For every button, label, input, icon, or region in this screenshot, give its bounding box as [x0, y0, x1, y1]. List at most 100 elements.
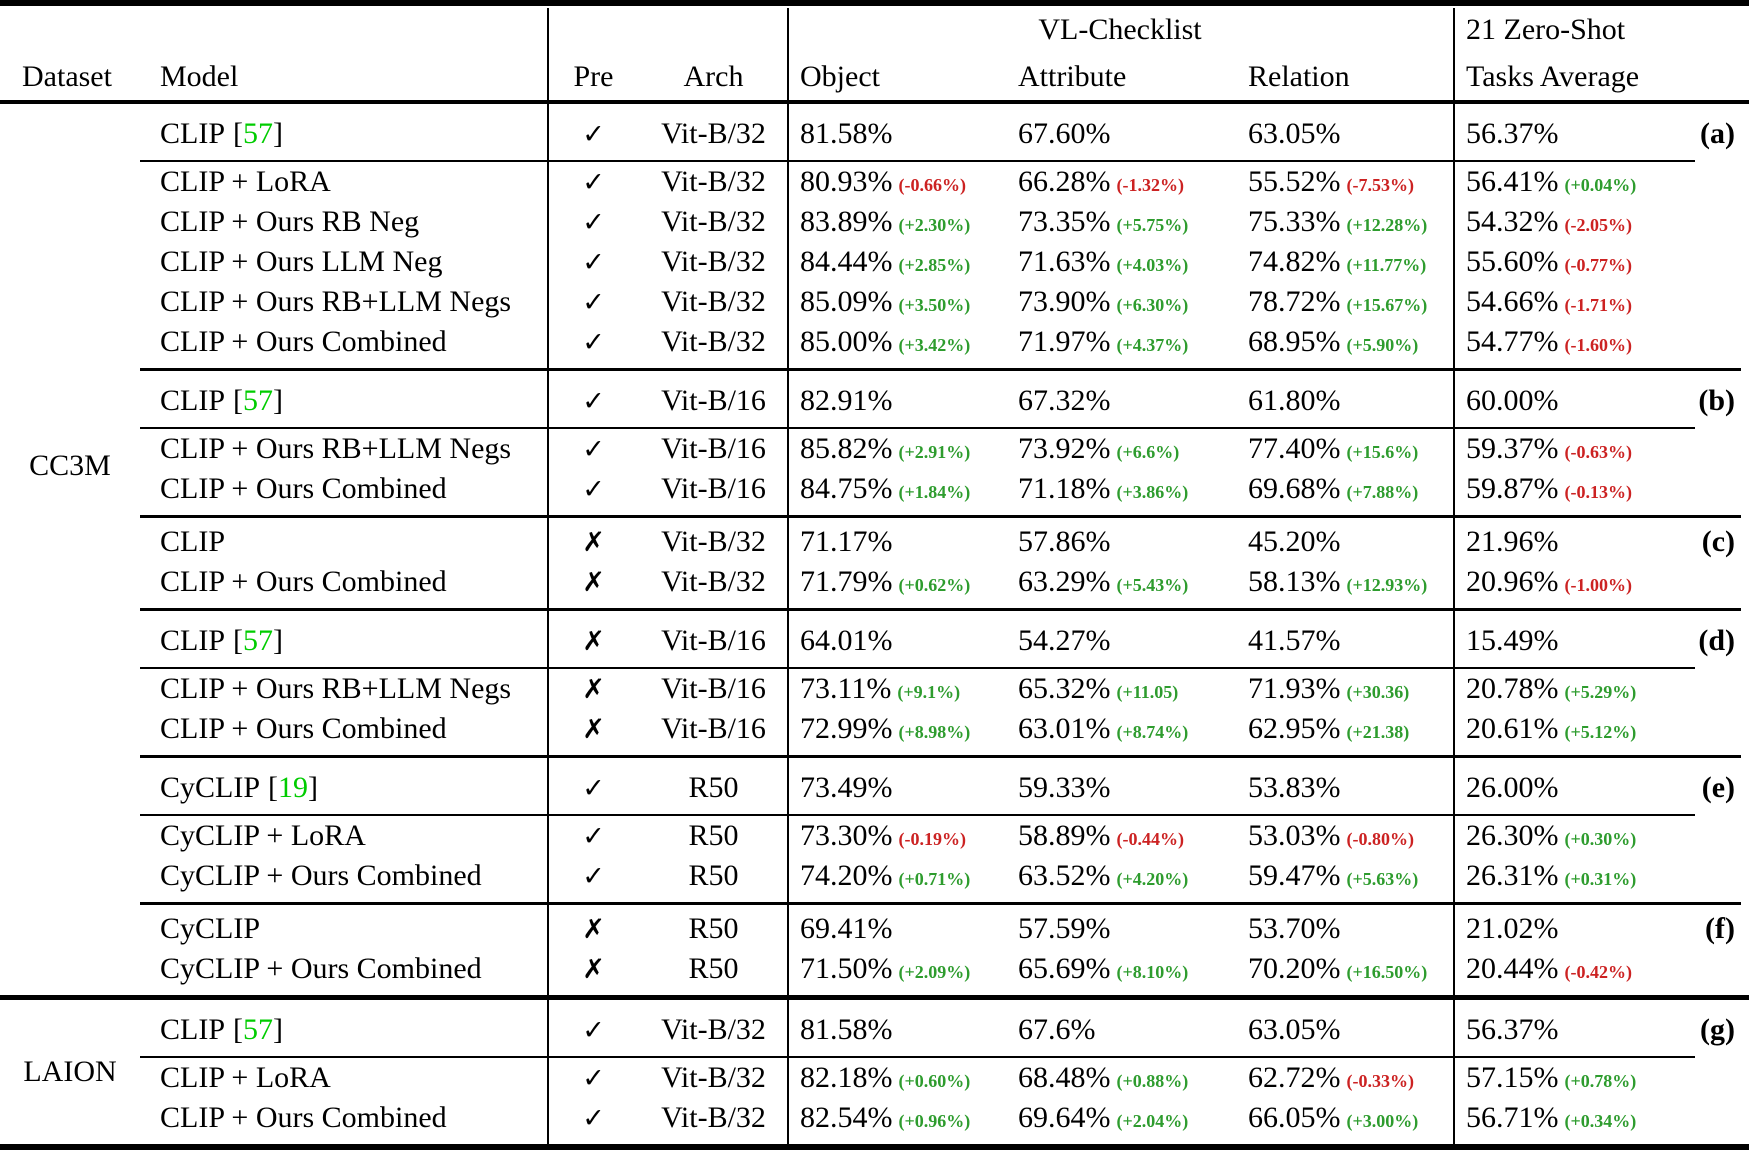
table-row: CLIP + Ours RB+LLM Negs ✗ Vit-B/16 73.11…: [0, 669, 1749, 709]
citation-link[interactable]: [57]: [233, 624, 283, 657]
table-row: CLIP ✗ Vit-B/32 71.17% 57.86% 45.20% 21.…: [0, 522, 1749, 562]
metric-value: 56.71%: [1466, 1101, 1559, 1134]
metric-value: 82.18%: [800, 1061, 893, 1094]
metric-delta: (+16.50%): [1346, 962, 1428, 982]
model-cell: CLIP [57]: [140, 1013, 547, 1047]
metric-attribute: 73.35% (+5.75%): [1005, 205, 1235, 239]
metric-value: 41.57%: [1248, 624, 1341, 657]
metric-value: 57.15%: [1466, 1061, 1559, 1094]
table-section: CLIP [57] ✓ Vit-B/32 81.58% 67.6% 63.05% …: [0, 1000, 1749, 1144]
metric-delta: (-0.44%): [1116, 829, 1184, 849]
metric-relation: 62.72% (-0.33%): [1235, 1061, 1453, 1095]
metric-value: 62.95%: [1248, 712, 1341, 745]
metric-attribute: 67.60%: [1005, 117, 1235, 151]
metric-value: 84.75%: [800, 472, 893, 505]
metric-value: 26.30%: [1466, 819, 1559, 852]
metric-attribute: 57.59%: [1005, 912, 1235, 946]
metric-value: 83.89%: [800, 205, 893, 238]
metric-zeroshot: 56.41% (+0.04%): [1453, 165, 1665, 199]
group-label: (e): [1701, 771, 1735, 804]
metric-value: 54.32%: [1466, 205, 1559, 238]
header-pretrained: Pre: [573, 60, 614, 93]
pretrained-mark: ✗: [582, 953, 605, 985]
baseline-divider: [140, 427, 1695, 429]
metric-attribute: 63.01% (+8.74%): [1005, 712, 1235, 746]
pretrained-mark: ✓: [582, 385, 605, 417]
metric-attribute: 63.52% (+4.20%): [1005, 859, 1235, 893]
metric-value: 74.20%: [800, 859, 893, 892]
table-section: CyCLIP [19] ✓ R50 73.49% 59.33% 53.83% 26…: [0, 758, 1749, 902]
pretrained-mark: ✗: [582, 913, 605, 945]
table-section: CyCLIP ✗ R50 69.41% 57.59% 53.70% 21.02%…: [0, 905, 1749, 995]
metric-object: 64.01%: [787, 624, 1005, 658]
metric-object: 81.58%: [787, 117, 1005, 151]
metric-value: 73.49%: [800, 771, 893, 804]
citation-number: 57: [243, 624, 274, 657]
metric-value: 55.60%: [1466, 245, 1559, 278]
metric-value: 57.59%: [1018, 912, 1111, 945]
metric-value: 54.27%: [1018, 624, 1111, 657]
model-cell: CLIP + Ours Combined: [140, 1101, 547, 1135]
metric-value: 63.29%: [1018, 565, 1111, 598]
table-row: CLIP + Ours RB Neg ✓ Vit-B/32 83.89% (+2.…: [0, 202, 1749, 242]
citation-link[interactable]: [57]: [233, 1013, 283, 1046]
model-name: CyCLIP + Ours Combined: [160, 952, 482, 985]
metric-value: 21.02%: [1466, 912, 1559, 945]
metric-value: 53.70%: [1248, 912, 1341, 945]
arch-label: Vit-B/32: [661, 565, 766, 598]
metric-attribute: 65.69% (+8.10%): [1005, 952, 1235, 986]
metric-object: 83.89% (+2.30%): [787, 205, 1005, 239]
metric-value: 20.61%: [1466, 712, 1559, 745]
metric-value: 59.47%: [1248, 859, 1341, 892]
metric-delta: (-0.33%): [1346, 1071, 1414, 1091]
pretrained-mark: ✓: [582, 820, 605, 852]
metric-value: 85.00%: [800, 325, 893, 358]
metric-delta: (+0.34%): [1564, 1111, 1637, 1131]
header-model: Model: [160, 60, 239, 93]
metric-value: 63.05%: [1248, 117, 1341, 150]
metric-delta: (+8.10%): [1116, 962, 1189, 982]
citation-close-bracket: ]: [273, 117, 284, 150]
citation-open-bracket: [: [233, 624, 244, 657]
metric-delta: (+0.88%): [1116, 1071, 1189, 1091]
metric-value: 26.00%: [1466, 771, 1559, 804]
metric-object: 85.09% (+3.50%): [787, 285, 1005, 319]
citation-number: 57: [243, 1013, 274, 1046]
baseline-divider: [140, 814, 1695, 816]
metric-delta: (+3.00%): [1346, 1111, 1419, 1131]
metric-zeroshot: 56.37%: [1453, 1013, 1665, 1047]
metric-value: 74.82%: [1248, 245, 1341, 278]
metric-value: 69.64%: [1018, 1101, 1111, 1134]
metric-delta: (+5.75%): [1116, 215, 1189, 235]
model-name: CLIP: [160, 117, 226, 150]
citation-number: 57: [243, 117, 274, 150]
model-cell: CLIP + Ours LLM Neg: [140, 245, 547, 279]
citation-link[interactable]: [57]: [233, 384, 283, 417]
vertical-rule-pre: [547, 8, 549, 1150]
model-name: CyCLIP + Ours Combined: [160, 859, 482, 892]
metric-zeroshot: 56.71% (+0.34%): [1453, 1101, 1665, 1135]
metric-delta: (+21.38): [1346, 722, 1410, 742]
arch-label: Vit-B/16: [661, 432, 766, 465]
metric-zeroshot: 57.15% (+0.78%): [1453, 1061, 1665, 1095]
baseline-divider: [140, 667, 1695, 669]
metric-delta: (-0.19%): [898, 829, 966, 849]
model-name: CLIP: [160, 624, 226, 657]
citation-link[interactable]: [19]: [268, 771, 318, 804]
model-name: CLIP: [160, 384, 226, 417]
metric-value: 73.35%: [1018, 205, 1111, 238]
table-row: CLIP [57] ✓ Vit-B/16 82.91% 67.32% 61.80%…: [0, 375, 1749, 427]
metric-value: 67.60%: [1018, 117, 1111, 150]
dataset-label: CC3M: [29, 449, 111, 482]
citation-close-bracket: ]: [308, 771, 319, 804]
metric-object: 69.41%: [787, 912, 1005, 946]
metric-delta: (+0.31%): [1564, 869, 1637, 889]
citation-link[interactable]: [57]: [233, 117, 283, 150]
dataset-label: LAION: [23, 1055, 117, 1088]
metric-value: 71.97%: [1018, 325, 1111, 358]
metric-delta: (+5.43%): [1116, 575, 1189, 595]
vertical-rule-zeroshot: [1453, 8, 1455, 1150]
metric-value: 59.33%: [1018, 771, 1111, 804]
metric-delta: (+6.30%): [1116, 295, 1189, 315]
metric-value: 61.80%: [1248, 384, 1341, 417]
